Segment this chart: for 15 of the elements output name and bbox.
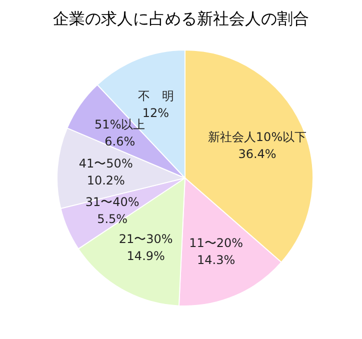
data-label: 5.5% bbox=[97, 212, 128, 226]
data-label: 10.2% bbox=[86, 174, 125, 188]
slice-label: 41〜50% bbox=[78, 156, 133, 171]
slice-label: 21〜30% bbox=[118, 232, 173, 246]
chart-title: 企業の求人に占める新社会人の割合 bbox=[53, 9, 309, 28]
data-label: 12% bbox=[142, 106, 170, 120]
slice-label: 11〜20% bbox=[189, 236, 244, 250]
data-label: 36.4% bbox=[238, 147, 276, 162]
slice-label: 31〜40% bbox=[85, 194, 140, 209]
data-label: 14.3% bbox=[197, 253, 236, 268]
data-label: 14.9% bbox=[126, 249, 165, 264]
slice-label: 新社会人10%以下 bbox=[208, 130, 307, 144]
slice-label: 不 明 bbox=[138, 89, 174, 104]
data-label: 6.6% bbox=[104, 134, 136, 149]
slice-label: 51%以上 bbox=[94, 118, 146, 132]
